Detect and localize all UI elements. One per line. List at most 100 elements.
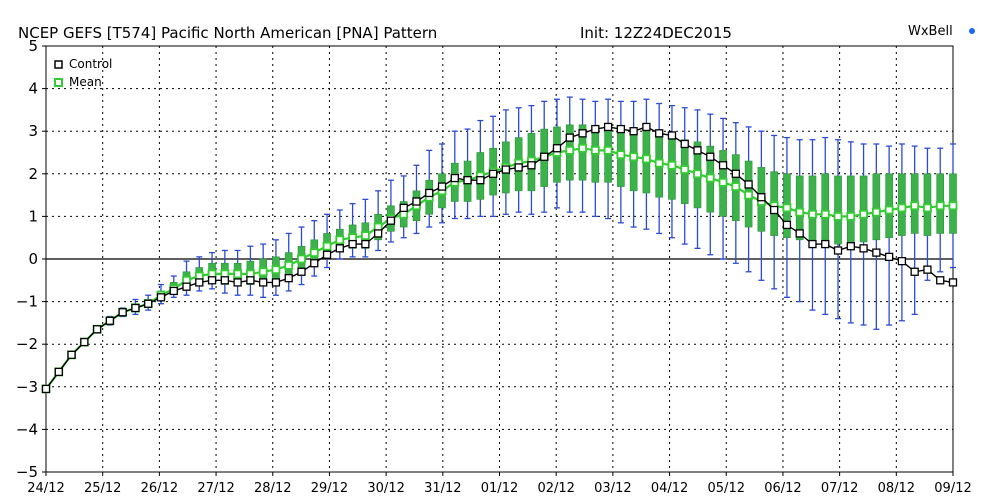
mean-point-63 (846, 211, 856, 221)
series-control (41, 122, 958, 394)
control-point-19 (284, 274, 293, 283)
ensemble-box-61 (821, 173, 830, 243)
control-point-44 (603, 122, 613, 132)
x-tick-label-2: 26/12 (141, 481, 178, 496)
legend-control-label: Control (69, 57, 112, 71)
y-tick-label-0: −5 (16, 463, 38, 481)
mean-point-69 (923, 203, 932, 213)
mean-point-65 (871, 207, 881, 217)
mean-point-50 (680, 165, 690, 174)
control-point-42 (578, 129, 587, 138)
legend: Control Mean (54, 57, 112, 89)
control-point-33 (463, 176, 472, 185)
control-point-55 (744, 180, 753, 189)
mean-point-18 (271, 265, 281, 275)
x-tick-label-9: 02/12 (537, 481, 574, 496)
control-point-4 (92, 325, 102, 334)
mean-point-71 (948, 201, 958, 211)
mean-point-49 (667, 160, 677, 170)
control-point-63 (846, 242, 855, 251)
brand-text: WxBell (908, 24, 953, 39)
y-tick-label-3: −2 (16, 335, 38, 353)
x-tick-label-16: 09/12 (934, 481, 971, 496)
control-point-1 (54, 367, 63, 377)
control-point-21 (310, 259, 319, 268)
mean-point-21 (309, 248, 319, 258)
control-point-37 (514, 163, 523, 172)
y-tick-label-7: 2 (28, 165, 38, 183)
control-point-58 (782, 220, 792, 230)
control-point-16 (246, 276, 255, 285)
mean-point-43 (590, 145, 600, 155)
mean-point-54 (731, 182, 741, 191)
control-point-36 (501, 165, 511, 174)
mean-point-67 (897, 203, 907, 213)
y-tick-label-4: −1 (16, 293, 38, 311)
control-point-71 (948, 278, 958, 287)
x-tick-label-5: 29/12 (311, 481, 348, 496)
x-tick-label-13: 06/12 (764, 481, 801, 496)
control-point-5 (105, 316, 115, 325)
brand-dot-icon (969, 28, 975, 34)
mean-point-41 (565, 145, 575, 155)
x-tick-label-4: 28/12 (254, 481, 291, 496)
control-point-14 (220, 276, 229, 285)
control-point-32 (450, 173, 459, 183)
control-point-7 (131, 303, 140, 313)
control-point-39 (540, 152, 549, 161)
mean-point-48 (654, 158, 664, 168)
mean-point-62 (833, 211, 843, 221)
control-point-62 (833, 246, 843, 255)
mean-point-61 (820, 209, 830, 219)
control-point-3 (80, 337, 89, 347)
mean-point-19 (284, 260, 294, 270)
mean-point-46 (629, 152, 639, 162)
control-point-52 (706, 152, 715, 161)
control-point-11 (182, 282, 191, 291)
control-point-17 (259, 278, 268, 287)
mean-point-64 (859, 209, 868, 219)
x-tick-label-11: 04/12 (651, 481, 688, 496)
mean-point-47 (642, 154, 651, 164)
control-point-29 (412, 197, 421, 206)
x-tick-label-8: 01/12 (481, 481, 518, 496)
mean-point-66 (884, 205, 894, 215)
mean-point-68 (910, 201, 920, 211)
x-tick-label-7: 31/12 (424, 481, 461, 496)
mean-point-51 (693, 169, 702, 179)
control-point-15 (233, 278, 242, 287)
control-point-41 (565, 133, 574, 142)
mean-point-52 (705, 173, 715, 183)
mean-point-17 (258, 267, 268, 277)
control-point-56 (757, 193, 766, 202)
control-point-8 (144, 299, 153, 308)
control-point-25 (361, 239, 370, 249)
legend-mean-label: Mean (69, 75, 102, 89)
mean-point-20 (297, 254, 306, 264)
ensemble-box-65 (872, 173, 881, 241)
control-point-20 (297, 267, 306, 276)
y-tick-label-9: 4 (28, 80, 38, 98)
ensemble-boxes (106, 124, 957, 324)
control-point-12 (195, 278, 204, 287)
control-point-54 (731, 169, 740, 178)
x-tick-label-14: 07/12 (821, 481, 858, 496)
control-point-66 (884, 252, 894, 262)
legend-control-marker (54, 60, 63, 69)
chart-title: NCEP GEFS [T574] Pacific North American … (18, 24, 437, 42)
y-tick-label-10: 5 (28, 37, 38, 55)
mean-point-15 (233, 269, 243, 279)
mean-point-59 (795, 207, 805, 217)
x-tick-label-15: 08/12 (878, 481, 915, 496)
control-point-65 (872, 248, 881, 257)
control-point-61 (821, 239, 830, 249)
control-point-2 (67, 350, 76, 360)
ensemble-box-64 (859, 175, 868, 243)
x-tick-label-1: 25/12 (84, 481, 121, 496)
y-tick-label-8: 3 (28, 122, 38, 140)
control-point-68 (910, 267, 919, 276)
y-tick-label-1: −4 (16, 420, 38, 438)
x-tick-label-3: 27/12 (197, 481, 234, 496)
mean-point-53 (718, 177, 728, 187)
